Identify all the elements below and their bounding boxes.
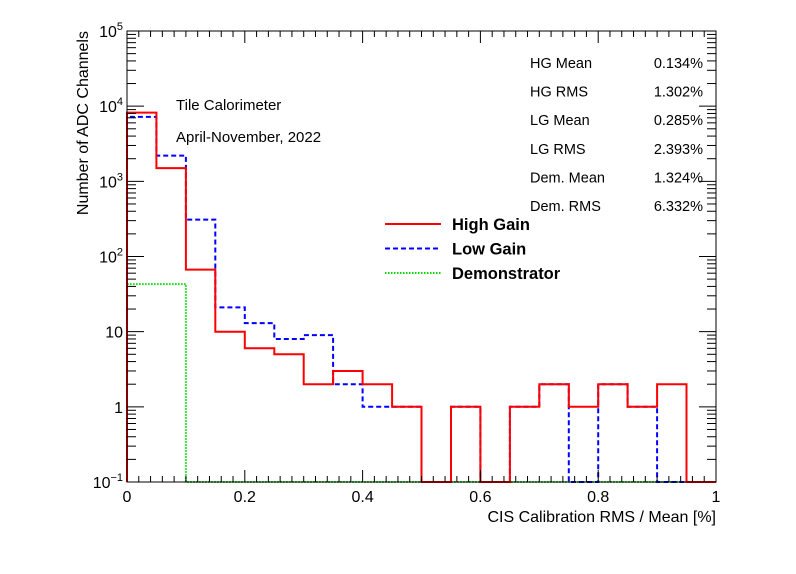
y-tick-label: 1: [114, 400, 123, 417]
y-tick-label: 10−1: [93, 472, 123, 492]
series-low-gain: [126, 115, 716, 483]
y-axis-title: Number of ADC Channels: [75, 31, 92, 215]
legend: High Gain Low Gain Demonstrator: [385, 216, 561, 283]
series-high-gain: [126, 111, 716, 483]
stat-value: 1.324%: [654, 170, 703, 186]
stat-value: 2.393%: [654, 142, 703, 158]
x-tick-label: 0.2: [234, 489, 256, 506]
y-tick-label: 104: [99, 96, 123, 116]
x-tick-label: 0.6: [469, 489, 491, 506]
stat-label: Dem. Mean: [530, 170, 605, 186]
y-tick-label: 102: [99, 247, 123, 267]
x-tick-label: 0: [123, 489, 132, 506]
stat-label: HG RMS: [530, 85, 588, 101]
y-tick-label: 105: [99, 21, 123, 41]
x-tick-label: 1: [712, 489, 721, 506]
y-tick-label: 10: [105, 325, 123, 342]
legend-label: Demonstrator: [452, 265, 561, 283]
x-tick-label: 0.8: [587, 489, 609, 506]
stat-label: HG Mean: [530, 56, 592, 72]
annotation-period: April-November, 2022: [176, 129, 321, 146]
stat-value: 6.332%: [654, 199, 703, 215]
stat-label: Dem. RMS: [530, 199, 601, 215]
x-axis-title: CIS Calibration RMS / Mean [%]: [487, 509, 716, 526]
legend-label: High Gain: [452, 216, 530, 234]
stat-label: LG Mean: [530, 113, 590, 129]
stat-value: 0.285%: [654, 113, 703, 129]
legend-label: Low Gain: [452, 241, 526, 259]
stat-value: 0.134%: [654, 56, 703, 72]
y-tick-label: 103: [99, 171, 123, 191]
stat-label: LG RMS: [530, 142, 586, 158]
axes-layer: 0 0.2 0.4 0.6 0.8 1 10−1 1 10 102 103 104 105: [93, 21, 721, 506]
x-tick-label: 0.4: [351, 489, 373, 506]
stat-value: 1.302%: [654, 85, 703, 101]
stats-box: HG Mean 0.134% HG RMS 1.302% LG Mean 0.285% LG…: [530, 56, 703, 215]
annotation-title: Tile Calorimeter: [176, 97, 281, 114]
